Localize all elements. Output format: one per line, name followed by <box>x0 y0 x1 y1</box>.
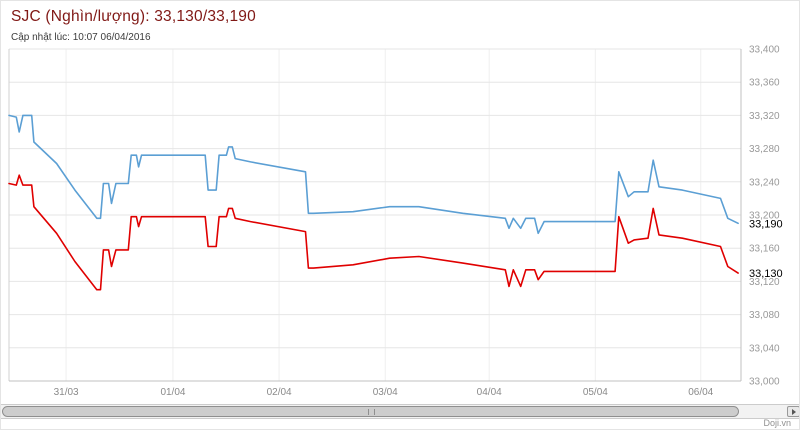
credits-link[interactable]: Doji.vn <box>763 418 791 428</box>
svg-text:02/04: 02/04 <box>267 387 292 398</box>
svg-text:33,040: 33,040 <box>749 343 780 354</box>
svg-text:33,200: 33,200 <box>749 211 780 222</box>
svg-text:06/04: 06/04 <box>688 387 713 398</box>
x-axis-labels: 31/03 01/04 02/04 03/04 04/04 05/04 06/04 <box>54 387 714 398</box>
price-chart: 33,40033,36033,32033,28033,24033,20033,1… <box>8 45 783 398</box>
svg-text:33,400: 33,400 <box>749 45 780 56</box>
scrollbar-thumb[interactable] <box>2 406 739 417</box>
svg-text:33,000: 33,000 <box>749 377 780 388</box>
buy-current-value-label: 33,130 <box>749 268 783 280</box>
svg-text:01/04: 01/04 <box>160 387 185 398</box>
scroll-right-icon <box>791 408 796 415</box>
svg-text:03/04: 03/04 <box>373 387 398 398</box>
svg-text:05/04: 05/04 <box>583 387 608 398</box>
svg-text:33,320: 33,320 <box>749 111 780 122</box>
sell-current-value-label: 33,190 <box>749 218 783 230</box>
gridlines <box>8 48 742 382</box>
sell-price-line <box>8 114 739 235</box>
scrollbar-right-button[interactable] <box>787 406 799 417</box>
scrollbar-track[interactable] <box>1 404 799 419</box>
chart-title: SJC (Nghìn/lượng): 33,130/33,190 <box>11 8 256 25</box>
svg-text:33,080: 33,080 <box>749 310 780 321</box>
svg-text:33,360: 33,360 <box>749 78 780 89</box>
svg-text:04/04: 04/04 <box>477 387 502 398</box>
chart-subtitle: Cập nhật lúc: 10:07 06/04/2016 <box>11 32 151 43</box>
svg-text:33,120: 33,120 <box>749 277 780 288</box>
y-axis-labels: 33,40033,36033,32033,28033,24033,20033,1… <box>749 45 780 388</box>
buy-price-line <box>8 174 739 291</box>
svg-text:33,160: 33,160 <box>749 244 780 255</box>
svg-text:33,240: 33,240 <box>749 177 780 188</box>
svg-text:33,280: 33,280 <box>749 144 780 155</box>
svg-text:31/03: 31/03 <box>54 387 79 398</box>
